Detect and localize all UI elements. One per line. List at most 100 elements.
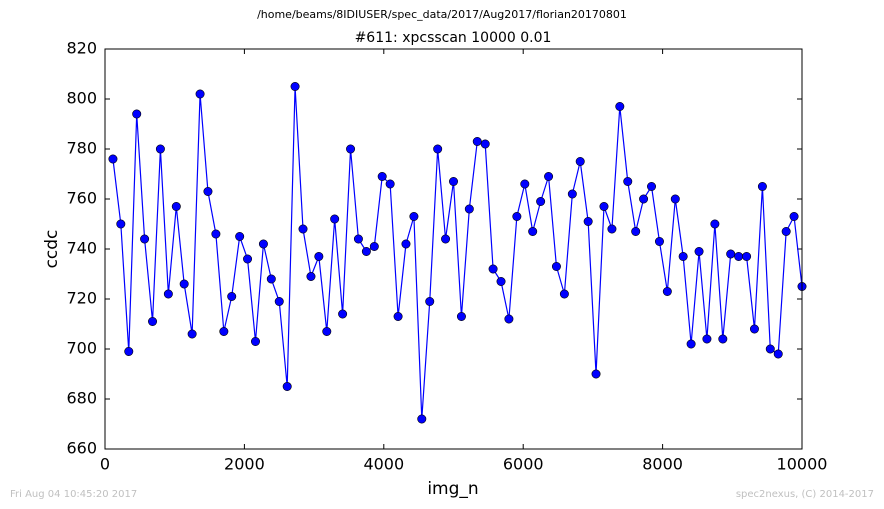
data-point [179,279,189,289]
data-point [155,144,165,154]
data-point [132,109,142,119]
x-tick-label: 8000 [642,455,683,474]
data-point [623,177,633,187]
y-tick-label: 760 [66,189,97,208]
data-point [369,242,379,252]
data-point [441,234,451,244]
chart-title: #611: xpcsscan 10000 0.01 [355,30,552,46]
data-point [662,286,672,296]
data-point [742,252,752,262]
data-point [338,309,348,319]
data-point [235,232,245,242]
data-point [417,414,427,424]
data-point [409,212,419,222]
data-point [757,182,767,192]
data-point [607,224,617,234]
data-point [140,234,150,244]
data-point [686,339,696,349]
x-tick-label: 10000 [777,455,828,474]
data-point [250,336,260,346]
data-point [330,214,340,224]
data-point [528,227,538,237]
data-point [544,172,554,182]
data-point [488,264,498,274]
data-point [504,314,514,324]
data-point [148,316,158,326]
data-point [377,172,387,182]
data-point [195,89,205,99]
data-point [765,344,775,354]
data-point [789,212,799,222]
data-point [306,271,316,281]
data-point [227,291,237,301]
data-point [124,346,134,356]
data-point [678,252,688,262]
data-point [243,254,253,264]
data-point [187,329,197,339]
data-point [583,217,593,227]
y-tick-label: 740 [66,239,97,258]
y-tick-label: 820 [66,39,97,58]
data-point [385,179,395,189]
data-line [112,86,803,420]
x-tick-label: 6000 [503,455,544,474]
data-point [647,182,657,192]
data-point [211,229,221,239]
data-point [512,212,522,222]
data-point [116,219,126,229]
x-axis-label: img_n [427,479,478,499]
data-point [266,274,276,284]
data-point [353,234,363,244]
data-point [298,224,308,234]
data-point [346,144,356,154]
data-point [536,197,546,207]
data-point [282,381,292,391]
data-point [448,177,458,187]
data-point [559,289,569,299]
x-tick-label: 4000 [363,455,404,474]
data-point [464,204,474,214]
data-point [773,349,783,359]
footer-right: spec2nexus, (C) 2014-2017 [736,489,874,500]
data-point [322,326,332,336]
data-point [591,369,601,379]
x-tick-label: 2000 [224,455,265,474]
data-point [599,202,609,212]
data-point [274,296,284,306]
data-point [290,82,300,92]
data-point [171,202,181,212]
footer-left: Fri Aug 04 10:45:20 2017 [10,489,137,500]
suptitle: /home/beams/8IDIUSER/spec_data/2017/Aug2… [257,8,627,21]
data-point [108,154,118,164]
data-point [163,289,173,299]
data-point [203,187,213,197]
data-point [433,144,443,154]
data-point [781,227,791,237]
y-tick-label: 720 [66,289,97,308]
y-tick-label: 700 [66,339,97,358]
y-tick-label: 680 [66,389,97,408]
data-point [258,239,268,249]
data-point [456,311,466,321]
data-point [425,296,435,306]
data-point [361,247,371,257]
data-point [694,247,704,257]
data-point [401,239,411,249]
data-point [472,137,482,147]
data-point [496,276,506,286]
data-point [654,237,664,247]
data-point [393,311,403,321]
y-tick-label: 660 [66,439,97,458]
y-axis-label: ccdc [42,230,62,269]
y-tick-label: 780 [66,139,97,158]
data-point [702,334,712,344]
data-point [575,157,585,167]
data-point [615,102,625,112]
data-point [480,139,490,149]
data-point [551,261,561,271]
data-point [734,252,744,262]
data-point [631,227,641,237]
data-point [314,252,324,262]
data-point [567,189,577,199]
